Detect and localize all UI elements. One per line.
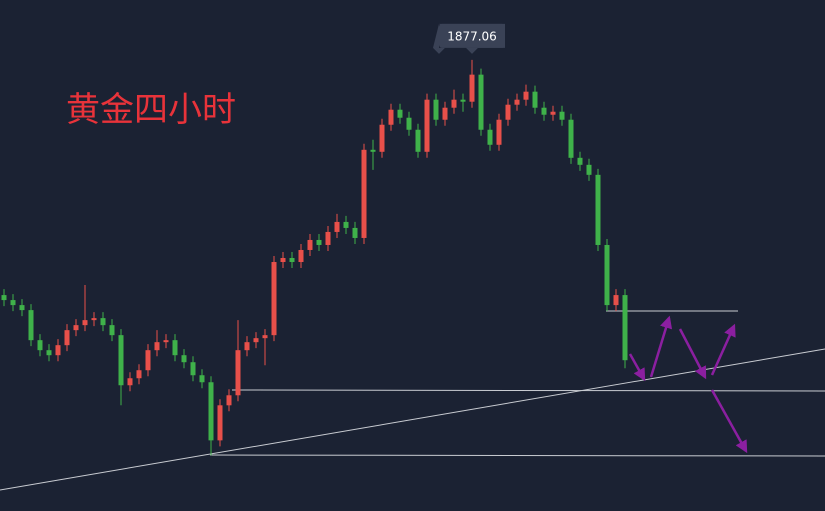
- candle-body: [55, 345, 61, 356]
- label-pointer: [466, 47, 478, 54]
- candle-body: [244, 342, 250, 351]
- candle-body: [487, 129, 493, 145]
- candle-body: [118, 335, 124, 386]
- candle-body: [37, 340, 43, 351]
- arrow: [628, 353, 646, 382]
- candle-body: [532, 91, 538, 108]
- candle-body: [109, 325, 115, 336]
- candle-body: [82, 320, 88, 326]
- arrows: [628, 315, 748, 454]
- candle-body: [145, 350, 151, 371]
- candle-body: [523, 91, 529, 100]
- candle-body: [379, 124, 385, 152]
- candle-body: [496, 119, 502, 145]
- candle-body: [46, 350, 52, 356]
- candle-body: [559, 111, 565, 120]
- candle-body: [253, 338, 259, 343]
- candle-body: [1, 295, 7, 301]
- candle-body: [19, 305, 25, 311]
- candle-body: [514, 99, 520, 105]
- candle-body: [505, 104, 511, 120]
- candle-body: [343, 221, 349, 228]
- peak-label: 1877.06: [433, 23, 505, 54]
- candle-body: [415, 129, 421, 152]
- peak-value: 1877.06: [447, 29, 497, 43]
- candle-body: [622, 295, 628, 361]
- candle-body: [316, 239, 322, 245]
- candle-body: [136, 370, 142, 379]
- arrow: [649, 315, 673, 378]
- candle-body: [91, 318, 97, 321]
- candle-body: [28, 310, 34, 341]
- candle-body: [262, 335, 268, 339]
- candle-body: [100, 318, 106, 326]
- candle-body: [388, 109, 394, 125]
- chart-title: 黄金四小时: [66, 91, 236, 129]
- candle-body: [325, 231, 331, 245]
- candle-body: [397, 109, 403, 118]
- candle-body: [10, 300, 16, 306]
- candle-body: [352, 227, 358, 238]
- candle-body: [586, 164, 592, 175]
- candle-body: [604, 244, 610, 306]
- trend-line: [0, 348, 825, 491]
- candle-body: [361, 149, 367, 238]
- candle-body: [298, 249, 304, 263]
- candle-body: [235, 350, 241, 396]
- candle-body: [451, 99, 457, 108]
- candle-body: [172, 340, 178, 356]
- candle-body: [127, 378, 133, 386]
- candle-body: [190, 362, 196, 376]
- candle-body: [541, 107, 547, 115]
- drawings: [0, 310, 825, 491]
- candle-body: [154, 342, 160, 351]
- candle-body: [307, 239, 313, 250]
- candle-body: [550, 111, 556, 115]
- candle-body: [181, 355, 187, 363]
- candle-body: [64, 330, 70, 346]
- candle-body: [217, 405, 223, 441]
- candle-body: [280, 258, 286, 263]
- candle-body: [577, 157, 583, 165]
- candle-body: [424, 99, 430, 152]
- arrow: [710, 323, 736, 376]
- candle-body: [226, 395, 232, 406]
- candle-body: [595, 174, 601, 245]
- candle-body: [442, 107, 448, 120]
- candle-body: [613, 295, 619, 306]
- candle-body: [208, 382, 214, 441]
- candle-body: [199, 375, 205, 383]
- candle-body: [163, 340, 169, 343]
- level-line: [209, 454, 825, 457]
- candle-body: [568, 119, 574, 158]
- candles: [1, 59, 628, 456]
- candle-body: [271, 262, 277, 336]
- candle-body: [460, 99, 466, 102]
- candle-body: [433, 99, 439, 120]
- candle-body: [289, 258, 295, 263]
- candle-body: [469, 74, 475, 102]
- candle-body: [370, 149, 376, 152]
- arrow: [678, 328, 707, 380]
- arrow: [710, 389, 748, 454]
- candle-body: [73, 325, 79, 331]
- candle-body: [406, 117, 412, 130]
- candle-body: [334, 221, 340, 232]
- label-bg: [439, 23, 505, 48]
- level-line: [231, 389, 825, 392]
- candle-body: [478, 74, 484, 130]
